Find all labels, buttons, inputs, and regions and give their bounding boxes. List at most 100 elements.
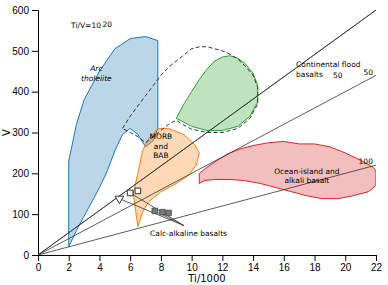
tick-label: 4 [97,262,103,273]
tick-mark [32,173,38,174]
tick-mark [99,255,100,261]
tick-label: 14 [248,262,260,273]
annotation-line: 50 [363,68,373,77]
field [199,141,376,198]
annotation-line: basalts [296,70,323,79]
tick-label: 100 [12,209,29,220]
annotation: 20 [103,20,113,29]
tick: 18 [309,255,321,273]
line [38,10,376,255]
annotation: Arctholeiite [81,64,112,83]
tick-mark [32,214,38,215]
annotation: Calc-alkaline basalts [150,228,227,237]
annotation: Continental floodbasalts [296,60,361,79]
tick: 0 [36,255,42,273]
axis-line [39,256,377,262]
field-boundary [123,47,258,143]
tick: 10 [187,255,199,273]
tick: 600 [12,5,38,16]
tick: 20 [340,255,352,273]
sample-point [152,208,158,214]
tick-mark [192,255,193,261]
x-axis-title: Ti/1000 [187,273,225,284]
tick: 14 [248,255,260,273]
tick-mark [222,255,223,261]
annotation: Ti/V=10 [70,21,101,30]
tick-label: 18 [309,262,321,273]
tick-mark [130,255,131,261]
line [38,10,376,255]
annotation-line: Continental flood [296,60,361,69]
annotation-line: alkali basalt [284,176,329,185]
tick: 8 [159,255,165,273]
tick-mark [376,255,377,261]
tick-label: 600 [12,5,29,16]
annotation-line: and [154,141,168,150]
annotation: MORBandBAB [150,131,173,160]
tick-mark [284,255,285,261]
tick-mark [32,92,38,93]
tick-mark [161,255,162,261]
annotation: 100 [359,157,374,166]
tick-mark [32,255,38,256]
annotation-line: Calc-alkaline basalts [150,228,227,237]
tick-mark [253,255,254,261]
annotation-line: Ti/V=10 [70,21,101,30]
line [38,165,376,255]
tick-label: 22 [371,262,383,273]
tick: 200 [12,168,38,179]
annotation-line: Arc [89,64,103,73]
tick: 2 [66,255,72,273]
tick-label: 400 [12,86,29,97]
line [38,75,376,255]
annotation-line: MORB [150,131,173,140]
y-axis-title: V [1,129,12,136]
annotation-line: 20 [103,20,113,29]
field [133,128,199,226]
sample-point [166,210,172,216]
tick-label: 16 [279,262,291,273]
tick-label: 0 [36,262,42,273]
annotation: Ocean-island andalkali basalt [274,166,340,185]
tick-label: 12 [217,262,229,273]
tick-label: 0 [23,250,29,261]
tick: 4 [97,255,103,273]
tick-mark [32,51,38,52]
annotation: 50 [363,68,373,77]
x-axis: 0 2 4 6 8 10 12 14 16 18 20 22 [36,255,383,273]
tick-label: 300 [12,127,29,138]
annotation: 50 [333,71,343,80]
line [130,193,184,226]
annotation-line: BAB [153,151,168,160]
annotation-line: Ocean-island and [274,166,340,175]
tick-mark [32,10,38,11]
tick: 100 [12,209,38,220]
sample-point [160,209,166,215]
tick: 16 [279,255,291,273]
tick: 6 [128,255,134,273]
y-axis: 0 100 200 300 400 500 600 [12,5,38,261]
tick-mark [69,255,70,261]
line [119,199,184,226]
tick: 300 [12,127,38,138]
tick-label: 20 [340,262,352,273]
sample-point [135,188,141,194]
tick: 500 [12,46,38,57]
tick-label: 2 [66,262,72,273]
tick-mark [32,133,38,134]
tick: 22 [371,255,383,273]
tick-label: 500 [12,46,29,57]
axis-line [32,11,39,256]
plot-area [38,10,376,255]
tick-mark [315,255,316,261]
tick-label: 10 [187,262,199,273]
annotation-line: tholeiite [81,74,112,83]
line [155,211,184,226]
tick: 0 [23,250,38,261]
chart: 0 2 4 6 8 10 12 14 16 18 20 22 0 100 200 300 400 500 600 Ti… [0,0,388,285]
sample-point [127,190,133,196]
annotations: Ti/V=1020 50 100 50 Calc-alkaline basalts Arc… [70,20,373,237]
annotation-line: 100 [359,157,374,166]
tick: 400 [12,86,38,97]
tick-label: 200 [12,168,29,179]
